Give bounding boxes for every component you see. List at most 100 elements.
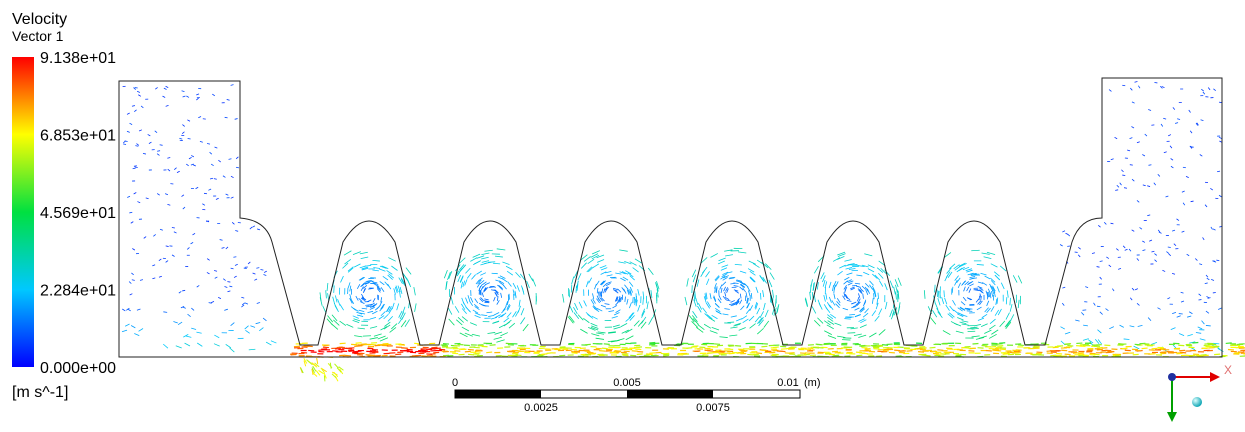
vector <box>178 322 182 325</box>
vector <box>378 336 386 339</box>
vector <box>1171 158 1173 160</box>
vector <box>748 269 754 273</box>
vector <box>1018 345 1024 346</box>
vector <box>563 294 564 302</box>
vector <box>647 302 648 309</box>
vector <box>1154 183 1156 185</box>
vector <box>600 292 601 297</box>
vector <box>462 298 464 304</box>
vector <box>693 275 696 282</box>
vector <box>236 157 238 159</box>
vector <box>152 278 155 279</box>
vector <box>1001 283 1004 289</box>
vector <box>814 320 820 326</box>
vector <box>731 316 737 317</box>
vector <box>1125 249 1128 250</box>
vector <box>1182 231 1185 232</box>
vector <box>863 272 869 275</box>
vector <box>1207 278 1210 280</box>
vector <box>1083 325 1088 326</box>
vector <box>1159 232 1162 233</box>
vector <box>167 157 170 158</box>
vector <box>969 284 973 286</box>
vector <box>1173 107 1175 109</box>
vector <box>1131 127 1134 129</box>
vector <box>379 269 385 271</box>
vector <box>832 300 835 305</box>
vector <box>207 272 210 273</box>
vector <box>629 282 633 287</box>
vector <box>421 350 427 351</box>
vector <box>990 347 996 348</box>
vector <box>497 296 498 301</box>
vector <box>1143 185 1146 186</box>
vector <box>254 279 257 280</box>
vector <box>805 353 811 354</box>
vector <box>858 335 866 337</box>
vector <box>191 242 194 244</box>
vector <box>760 293 761 300</box>
vector <box>475 315 481 317</box>
vector <box>226 344 231 347</box>
vector <box>487 332 495 333</box>
vector <box>266 342 271 345</box>
vector <box>400 287 402 294</box>
vector <box>962 321 969 322</box>
vector <box>384 325 390 329</box>
vector <box>1100 261 1103 262</box>
vector <box>1201 120 1204 121</box>
vector <box>890 281 893 288</box>
vector <box>207 259 209 261</box>
vector <box>740 294 741 299</box>
vector <box>761 350 767 351</box>
vector <box>475 299 478 303</box>
color-bar-tick-label: 9.138e+01 <box>40 50 116 67</box>
vector <box>245 303 248 304</box>
vector <box>1177 119 1180 120</box>
vector <box>139 329 143 332</box>
vector <box>1189 110 1191 112</box>
vector <box>997 286 999 292</box>
vector <box>1170 146 1172 148</box>
vector <box>829 297 831 303</box>
vector <box>957 318 963 320</box>
vector <box>625 297 626 302</box>
vector <box>508 282 512 287</box>
vector <box>924 290 925 299</box>
vector <box>241 297 244 298</box>
vector <box>596 333 604 334</box>
vector <box>1175 123 1178 124</box>
vector <box>607 282 612 284</box>
vector <box>749 261 756 264</box>
vector <box>182 290 185 291</box>
vector <box>214 335 219 338</box>
vector <box>837 271 842 275</box>
vector <box>373 298 375 302</box>
scale-bar: 0 0.005 0.01 (m) 0.0025 0.0075 <box>452 377 821 414</box>
vector <box>164 88 167 89</box>
vector <box>125 324 129 326</box>
scale-label: 0.005 <box>613 377 641 389</box>
vector <box>967 311 973 312</box>
vector <box>685 297 687 305</box>
vector <box>613 325 620 327</box>
vector <box>130 123 133 124</box>
vector <box>816 344 822 345</box>
vector <box>1036 353 1042 354</box>
vector <box>854 334 862 336</box>
vector <box>596 338 604 339</box>
vector <box>730 327 737 328</box>
vector <box>196 187 199 188</box>
vector <box>226 194 229 195</box>
vector <box>721 288 722 293</box>
vector <box>757 328 763 334</box>
vector <box>930 318 935 325</box>
vector <box>490 345 496 346</box>
vector <box>737 353 743 354</box>
vector <box>480 273 486 276</box>
vector <box>533 279 536 287</box>
vector <box>1116 249 1118 251</box>
vector <box>687 278 689 286</box>
vector <box>368 288 373 289</box>
vector <box>951 321 958 324</box>
